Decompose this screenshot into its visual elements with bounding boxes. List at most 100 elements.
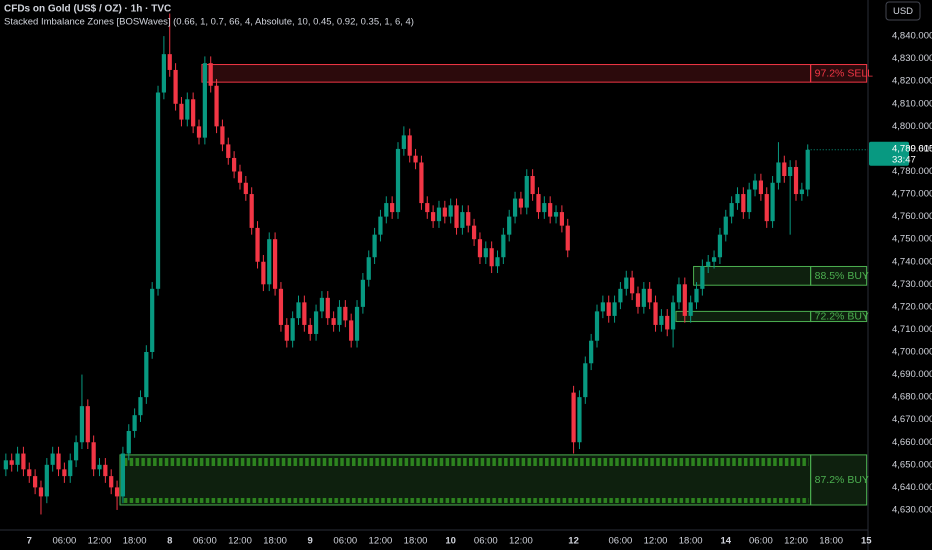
candle-body bbox=[173, 69, 178, 104]
candle-body bbox=[302, 302, 307, 325]
candle-body bbox=[349, 320, 354, 341]
candle-body bbox=[723, 216, 728, 235]
candle-body bbox=[618, 288, 623, 303]
candle-body bbox=[665, 315, 670, 330]
candle-body bbox=[161, 54, 166, 93]
candle-body bbox=[243, 182, 248, 195]
candle-body bbox=[776, 162, 781, 183]
candle-body bbox=[413, 155, 418, 163]
candle-body bbox=[267, 239, 272, 285]
zone-label-box bbox=[810, 454, 868, 506]
candle-body bbox=[507, 216, 512, 235]
zone-label: 87.2% BUY bbox=[815, 474, 869, 486]
x-tick-label: 12:00 bbox=[784, 536, 808, 547]
candle-body bbox=[237, 171, 243, 183]
y-tick-label: 4,640.000 bbox=[892, 482, 932, 493]
x-tick-label: 06:00 bbox=[749, 536, 773, 547]
candle-body bbox=[694, 288, 699, 303]
candle-body bbox=[635, 293, 641, 307]
x-tick-label: 06:00 bbox=[333, 536, 357, 547]
y-tick-label: 4,760.000 bbox=[892, 211, 932, 222]
y-tick-label: 4,660.000 bbox=[892, 437, 932, 448]
zone-histogram bbox=[203, 66, 809, 81]
y-tick-label: 4,810.000 bbox=[892, 98, 932, 109]
candle-body bbox=[360, 279, 365, 307]
candle-body bbox=[3, 460, 8, 470]
y-tick-label: 4,740.000 bbox=[892, 256, 932, 267]
candle-body bbox=[793, 166, 799, 195]
x-tick-label: 06:00 bbox=[193, 536, 217, 547]
indicator-label: Stacked Imbalance Zones [BOSWaves] (0.66… bbox=[4, 17, 414, 28]
candle-body bbox=[536, 194, 541, 213]
candle-body bbox=[706, 261, 711, 267]
currency-button[interactable] bbox=[885, 1, 921, 21]
currency-label[interactable]: USD bbox=[893, 6, 913, 17]
x-tick-label: 18:00 bbox=[263, 536, 287, 547]
candle-body bbox=[565, 225, 570, 251]
candle-body bbox=[395, 148, 401, 213]
candle-body bbox=[559, 212, 564, 226]
candle-body bbox=[378, 216, 383, 235]
candle-body bbox=[132, 415, 137, 431]
last-price-label: 4,789.615 bbox=[892, 143, 932, 154]
candle-body bbox=[319, 297, 325, 312]
candle-body bbox=[401, 135, 406, 149]
candle-body bbox=[436, 207, 442, 222]
candle-body bbox=[79, 406, 85, 443]
candle-body bbox=[290, 318, 295, 341]
y-tick-label: 4,770.000 bbox=[892, 189, 932, 200]
candle-body bbox=[73, 442, 79, 461]
candle-body bbox=[764, 194, 769, 222]
candle-body bbox=[717, 234, 723, 258]
zone-label: 88.5% BUY bbox=[815, 270, 869, 282]
candle-body bbox=[752, 180, 758, 190]
candle-body bbox=[196, 126, 202, 138]
candle-body bbox=[477, 239, 483, 258]
candle-body bbox=[471, 225, 477, 240]
candle-body bbox=[641, 288, 646, 307]
candle-body bbox=[729, 203, 734, 217]
candle-body bbox=[27, 469, 32, 477]
chart-title: CFDs on Gold (US$ / OZ) · 1h · TVC bbox=[4, 4, 171, 15]
x-tick-label: 14 bbox=[720, 536, 731, 547]
candle-body bbox=[261, 261, 266, 285]
candle-body bbox=[155, 92, 161, 289]
candle-body bbox=[249, 194, 254, 228]
candle-body bbox=[805, 149, 810, 190]
candle-body bbox=[501, 234, 506, 258]
candle-body bbox=[337, 306, 342, 325]
candle-body bbox=[553, 212, 559, 217]
candle-body bbox=[390, 203, 395, 213]
candle-body bbox=[150, 288, 155, 352]
candle-body bbox=[62, 469, 67, 477]
candle-body bbox=[577, 397, 582, 443]
candle-body bbox=[255, 227, 260, 262]
candle-body bbox=[331, 318, 336, 325]
candle-body bbox=[758, 180, 763, 195]
x-tick-label: 7 bbox=[27, 536, 32, 547]
candle-body bbox=[747, 189, 752, 213]
y-tick-label: 4,700.000 bbox=[892, 347, 932, 358]
candle-body bbox=[419, 162, 424, 204]
candle-body bbox=[50, 453, 55, 465]
candle-body bbox=[9, 460, 14, 465]
candle-body bbox=[407, 135, 412, 156]
candle-body bbox=[15, 453, 20, 465]
candle-body bbox=[103, 464, 108, 477]
zone-histogram bbox=[678, 313, 809, 320]
candle-body bbox=[700, 266, 705, 289]
candle-body bbox=[185, 99, 190, 120]
candle-body bbox=[782, 162, 787, 176]
candle-body bbox=[442, 207, 447, 217]
zone-histogram bbox=[695, 268, 809, 284]
x-tick-label: 18:00 bbox=[819, 536, 843, 547]
y-tick-label: 4,840.000 bbox=[892, 31, 932, 42]
candle-body bbox=[56, 453, 61, 470]
candle-body bbox=[594, 311, 600, 341]
candle-body bbox=[512, 198, 518, 217]
zone-histogram bbox=[121, 456, 809, 503]
candle-body bbox=[144, 352, 149, 398]
candle-body bbox=[191, 99, 196, 127]
candle-body bbox=[308, 324, 313, 334]
candle-body bbox=[583, 363, 588, 398]
